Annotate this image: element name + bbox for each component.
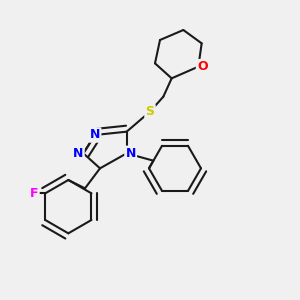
Text: S: S [146,105,154,118]
Text: N: N [73,147,83,160]
Text: O: O [197,60,208,73]
Text: N: N [125,147,136,160]
Text: F: F [30,187,38,200]
Text: N: N [90,128,100,142]
